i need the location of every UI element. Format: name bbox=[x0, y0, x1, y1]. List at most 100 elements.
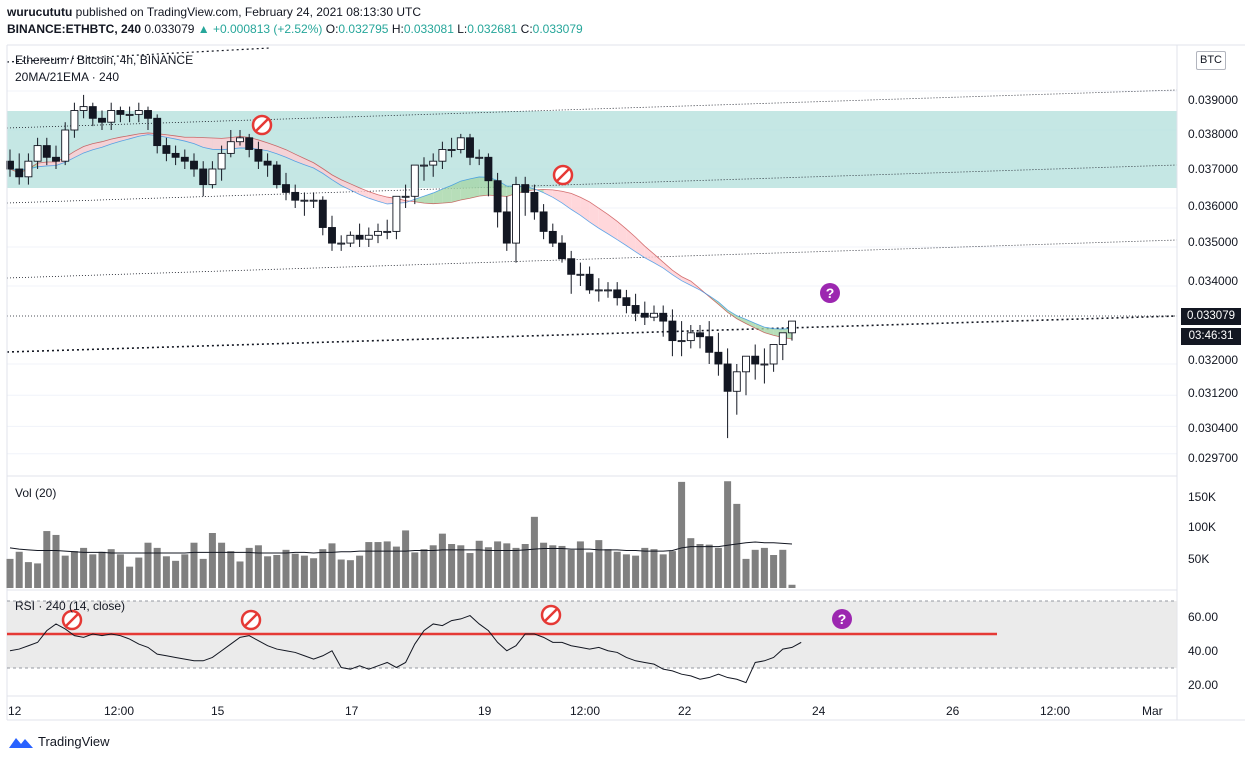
volume-bar bbox=[310, 558, 318, 588]
volume-bar bbox=[448, 544, 456, 588]
candle bbox=[263, 153, 272, 177]
candle-body-down bbox=[548, 230, 557, 244]
volume-bar bbox=[199, 558, 207, 588]
candle-body-down bbox=[144, 110, 152, 119]
price-tick-label: 0.030400 bbox=[1188, 421, 1238, 435]
candle-body-down bbox=[355, 234, 364, 240]
candle-body-down bbox=[613, 289, 622, 299]
author-name[interactable]: wurucututu bbox=[7, 5, 73, 19]
candle bbox=[530, 184, 539, 220]
ma-cloud-segment bbox=[543, 189, 553, 198]
candle-body-down bbox=[98, 117, 106, 123]
candle-body-down bbox=[318, 199, 327, 228]
candle-body-up bbox=[732, 371, 741, 392]
volume-bar bbox=[613, 551, 621, 588]
candle bbox=[475, 149, 484, 166]
ma-cloud-segment bbox=[626, 229, 636, 252]
ma-cloud-segment bbox=[663, 262, 673, 275]
time-tick-label: 26 bbox=[946, 704, 960, 718]
footer-brand[interactable]: TradingView bbox=[8, 734, 110, 749]
open-label: O: bbox=[325, 22, 339, 36]
currency-badge[interactable]: BTC bbox=[1196, 51, 1226, 70]
volume-bar bbox=[521, 544, 529, 588]
ma-cloud-segment bbox=[129, 133, 139, 139]
price-tick-label: 0.036000 bbox=[1188, 199, 1238, 213]
volume-bar bbox=[337, 559, 345, 588]
volume-tick-label: 50K bbox=[1188, 552, 1209, 566]
ma-cloud-segment bbox=[184, 137, 194, 144]
volume-bar bbox=[576, 541, 584, 588]
ma-cloud-segment bbox=[203, 137, 213, 150]
volume-bar bbox=[742, 558, 750, 588]
volume-bar bbox=[751, 549, 759, 588]
candle bbox=[512, 176, 520, 263]
candle bbox=[190, 153, 198, 177]
candle bbox=[364, 227, 373, 247]
volume-bar bbox=[659, 554, 667, 588]
publish-line: wurucututu published on TradingView.com,… bbox=[7, 5, 421, 19]
close-value: 0.033079 bbox=[532, 22, 583, 36]
candle-body-down bbox=[162, 145, 171, 154]
candle-body-down bbox=[116, 110, 125, 115]
candle-body-up bbox=[33, 145, 42, 162]
candle-body-up bbox=[420, 164, 428, 167]
candle-body-down bbox=[696, 332, 704, 338]
candle bbox=[558, 235, 566, 263]
volume-bar bbox=[788, 584, 796, 588]
volume-bar bbox=[264, 556, 272, 588]
ma-cloud-segment bbox=[286, 149, 296, 162]
candle-body-down bbox=[585, 273, 594, 291]
ma-cloud-segment bbox=[460, 178, 470, 201]
candle bbox=[760, 348, 769, 384]
candle-body-down bbox=[180, 156, 189, 162]
candle bbox=[456, 133, 465, 154]
last-price-tag: 0.033079 bbox=[1181, 308, 1241, 325]
candle-body-up bbox=[594, 289, 603, 292]
trend-line-lower-mid bbox=[6, 239, 1178, 279]
candle bbox=[208, 161, 217, 189]
candle bbox=[576, 262, 585, 286]
candle bbox=[659, 305, 668, 337]
candle bbox=[677, 321, 686, 357]
ma-cloud-segment bbox=[736, 315, 746, 324]
candle bbox=[788, 320, 796, 341]
candle-body-up bbox=[309, 199, 318, 202]
time-tick-label: 15 bbox=[211, 704, 225, 718]
rsi-polyline bbox=[9, 615, 802, 684]
volume-bar bbox=[696, 544, 704, 588]
candle bbox=[705, 321, 714, 364]
candle bbox=[410, 164, 419, 205]
question-mark-icon: ? bbox=[832, 609, 852, 629]
volume-bar bbox=[172, 560, 180, 588]
volume-bar bbox=[402, 530, 410, 588]
ma-cloud-segment bbox=[46, 161, 56, 166]
candle-body-up bbox=[788, 320, 796, 334]
volume-bar bbox=[126, 566, 134, 588]
volume-bar bbox=[705, 544, 713, 588]
trend-line-bottom bbox=[6, 315, 1178, 353]
volume-bar bbox=[641, 547, 649, 588]
stop-sign-icon bbox=[61, 609, 83, 631]
ma-cloud-segment bbox=[571, 193, 581, 216]
stop-sign-slash bbox=[544, 608, 558, 622]
candle bbox=[751, 344, 760, 380]
volume-bar bbox=[530, 516, 538, 588]
candle bbox=[585, 266, 594, 294]
volume-axis: 150K 100K 50K bbox=[1188, 490, 1216, 566]
main-pane-title: Ethereum / Bitcoin, 4h, BINANCE bbox=[15, 53, 194, 67]
candle-body-down bbox=[714, 351, 723, 365]
volume-bar bbox=[586, 552, 594, 588]
ma-cloud-segment bbox=[746, 319, 756, 329]
candle-body-down bbox=[254, 149, 263, 162]
candle bbox=[696, 325, 704, 349]
stop-sign-icon bbox=[552, 164, 574, 186]
candle-body-down bbox=[15, 168, 24, 178]
volume-bar bbox=[383, 541, 391, 588]
candle-body-down bbox=[640, 312, 649, 318]
candle-body-down bbox=[530, 191, 539, 213]
bar-countdown: 03:46:31 bbox=[1181, 328, 1241, 345]
candle-body-up bbox=[300, 199, 309, 202]
candle bbox=[162, 137, 171, 162]
candle-body-down bbox=[723, 363, 732, 392]
candle-body-up bbox=[134, 110, 143, 115]
